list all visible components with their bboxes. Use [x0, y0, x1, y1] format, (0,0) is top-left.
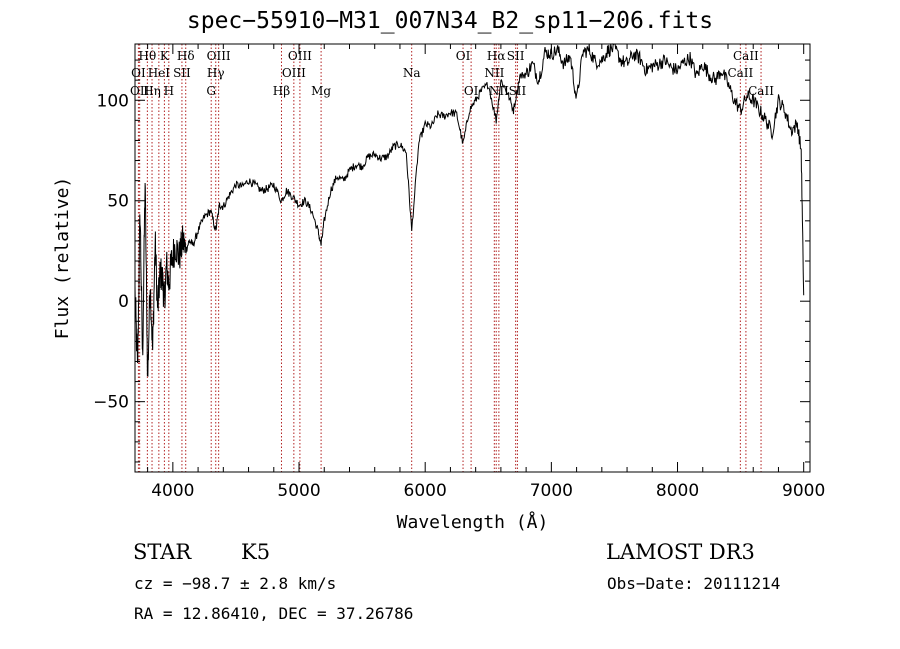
y-axis: −50 0 50 100: [93, 59, 810, 463]
line-marker-label: Hη: [143, 84, 161, 98]
y-tick-label: 50: [107, 192, 129, 212]
line-marker-label: Hβ: [273, 84, 290, 98]
line-marker-label: G: [206, 84, 216, 98]
line-marker-label: OIII: [282, 66, 306, 80]
spectrum-series-0: [134, 43, 805, 377]
line-marker-label: Mg: [311, 84, 331, 98]
y-tick-label: 0: [118, 292, 129, 312]
line-marker-labels: Hθ OI OII K HeI Hη H Hδ SII OIII Hγ G OIII OIII Hβ Mg Na…: [130, 49, 774, 98]
chart-title: spec−55910−M31_007N34_B2_sp11−206.fits: [186, 8, 714, 34]
line-markers: [137, 44, 762, 472]
line-marker-label: CaII: [733, 49, 759, 63]
line-marker-label: HeI: [148, 66, 171, 80]
line-marker-label: SII: [173, 66, 191, 80]
survey-name: LAMOST DR3: [606, 540, 755, 564]
series-group: [134, 43, 805, 377]
x-tick-label: 7000: [530, 481, 573, 501]
y-axis-label: Flux (relative): [52, 177, 73, 340]
coordinates: RA = 12.86410, DEC = 37.26786: [134, 604, 414, 623]
line-marker-label: Na: [403, 66, 421, 80]
line-marker-label: H: [164, 84, 174, 98]
plot-frame: [134, 43, 811, 473]
line-marker-label: Hγ: [207, 66, 225, 80]
line-marker-label: CaII: [748, 84, 774, 98]
line-marker-label: OI: [131, 66, 146, 80]
line-marker-label: Hθ: [139, 49, 157, 63]
line-marker-label: CaII: [727, 66, 753, 80]
line-marker-label: SII: [507, 49, 525, 63]
observation-date: Obs−Date: 20111214: [607, 574, 781, 593]
y-tick-label: 100: [97, 91, 129, 111]
x-axis: 4000 5000 6000 7000 8000 9000: [147, 44, 825, 501]
line-marker-label: OII: [130, 84, 150, 98]
line-marker-label: K: [160, 49, 170, 63]
x-axis-label: Wavelength (Å): [397, 511, 549, 533]
x-tick-label: 6000: [404, 481, 447, 501]
y-tick-label: −50: [93, 393, 129, 413]
object-subclass: K5: [241, 540, 271, 564]
x-tick-label: 9000: [782, 481, 825, 501]
line-marker-label: OI: [464, 84, 479, 98]
line-marker-label: NII: [489, 84, 509, 98]
line-marker-label: Hα: [487, 49, 506, 63]
line-marker-label: OIII: [288, 49, 312, 63]
line-marker-label: Hδ: [177, 49, 195, 63]
line-marker-label: OI: [456, 49, 471, 63]
x-tick-label: 5000: [277, 481, 320, 501]
x-tick-label: 8000: [656, 481, 699, 501]
redshift-velocity: cz = −98.7 ± 2.8 km/s: [134, 574, 337, 593]
x-tick-label: 4000: [151, 481, 194, 501]
line-marker-label: NII: [484, 66, 504, 80]
object-class: STAR: [133, 540, 192, 564]
line-marker-label: SII: [509, 84, 527, 98]
line-marker-label: OIII: [207, 49, 231, 63]
